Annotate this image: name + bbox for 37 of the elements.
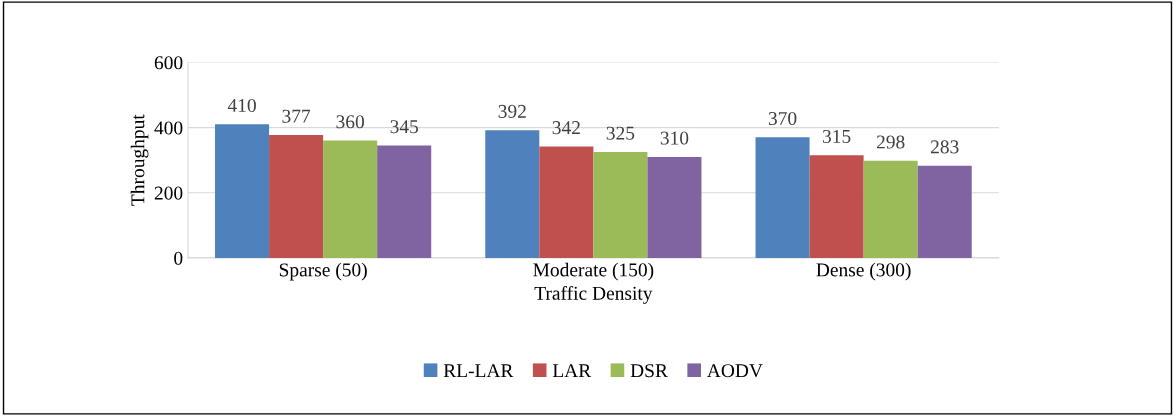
legend-label: AODV (707, 364, 763, 378)
y-tick-label: 0 (174, 251, 183, 265)
bar (863, 160, 918, 258)
data-label: 392 (498, 104, 526, 118)
bar (539, 146, 594, 258)
data-label: 315 (822, 129, 851, 143)
bar (485, 130, 540, 258)
y-tick-label: 400 (154, 121, 183, 135)
data-label: 370 (768, 111, 797, 126)
x-axis-title: Traffic Density (534, 285, 653, 304)
y-tick-label: 600 (154, 56, 183, 70)
y-tick-label: 200 (154, 186, 183, 200)
bar (215, 124, 270, 258)
bar (323, 140, 378, 258)
data-label: 325 (606, 126, 635, 140)
y-axis-title: Throughput (130, 114, 149, 206)
x-tick-label: Sparse (50) (279, 262, 367, 281)
bar (917, 165, 972, 258)
data-label: 360 (336, 115, 364, 129)
bar (647, 156, 702, 258)
legend-label: DSR (630, 364, 668, 378)
data-label: 283 (930, 140, 959, 154)
bar (755, 137, 810, 258)
data-label: 342 (552, 121, 580, 135)
data-label: 377 (282, 109, 311, 123)
legend-label: RL-LAR (443, 364, 514, 378)
data-label: 345 (390, 120, 419, 134)
legend-label: LAR (552, 364, 592, 378)
bar (809, 155, 864, 258)
data-label: 310 (660, 131, 689, 145)
bar (269, 135, 324, 258)
data-label: 298 (876, 135, 905, 149)
x-tick-label: Moderate (150) (533, 262, 654, 281)
bar (377, 145, 432, 258)
x-tick-label: Dense (300) (816, 262, 911, 281)
bar (593, 152, 648, 258)
data-label: 410 (227, 98, 256, 113)
